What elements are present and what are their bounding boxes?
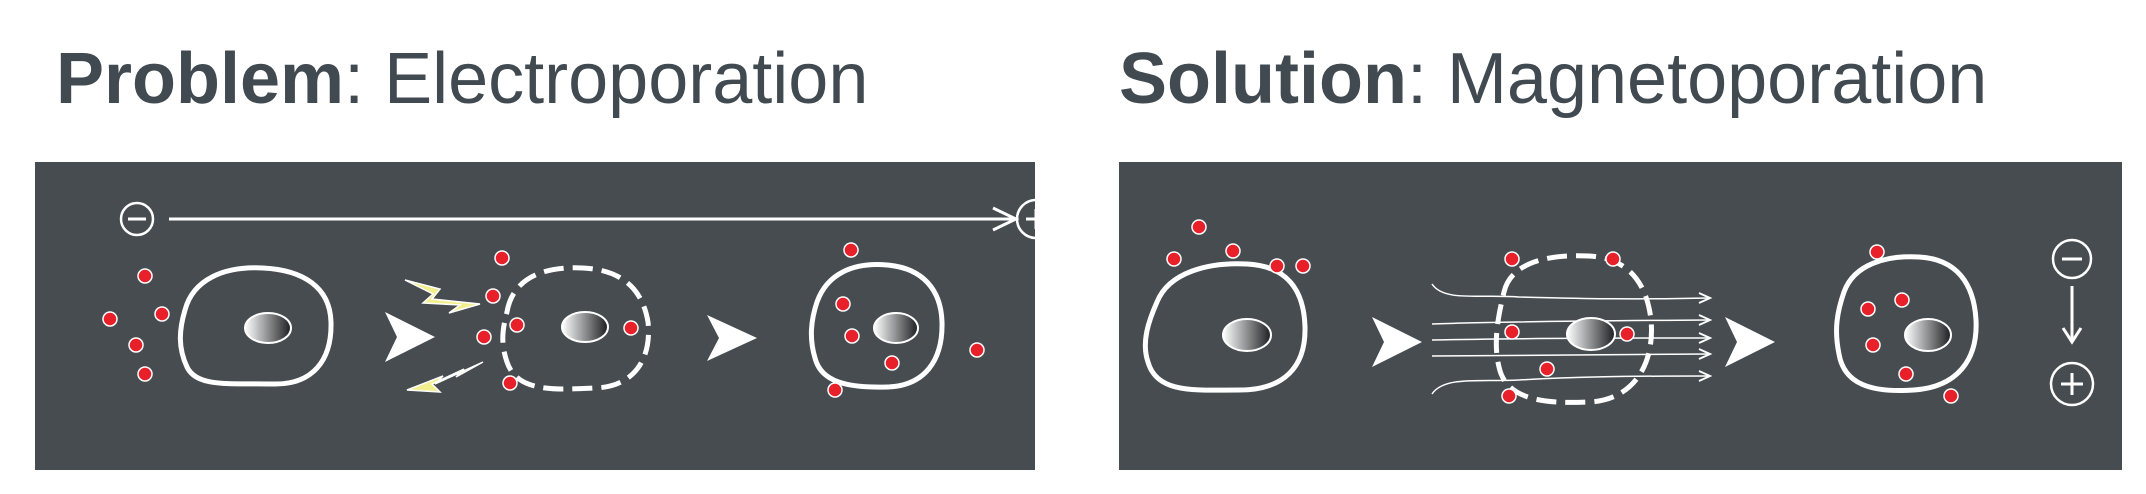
electroporation-svg [102, 198, 1035, 398]
nucleus [1904, 318, 1952, 352]
chevron-arrow-icon [1372, 317, 1422, 367]
nucleus [873, 312, 919, 344]
cell-after [1834, 254, 1979, 394]
molecule-dots-outside [1166, 219, 1311, 274]
nucleus [561, 311, 609, 343]
lightning-bolt-icon [404, 279, 484, 393]
molecule-dots-outside [102, 268, 170, 382]
chevron-arrow-icon [1725, 317, 1775, 367]
field-arrow-icon [2061, 286, 2083, 345]
nucleus [1222, 318, 1272, 352]
magnetic-field-lines-icon [1431, 283, 1713, 395]
chevron-arrow-icon [707, 315, 757, 361]
cell-porated [1493, 253, 1654, 405]
molecule-dots-delivered [827, 242, 985, 398]
minus-circle-icon [2051, 238, 2093, 280]
plus-circle-icon [2049, 361, 2095, 407]
nucleus [1566, 317, 1616, 351]
chevron-arrow-icon [385, 312, 435, 362]
plus-circle-icon [1015, 198, 1035, 240]
magnetoporation-diagram [1119, 162, 2122, 470]
cell-before [177, 265, 334, 387]
molecule-dots-delivered [1860, 244, 1959, 404]
problem-heading: Problem: Electroporation [56, 38, 868, 120]
magnetoporation-svg [1142, 219, 2095, 407]
solution-method: : Magnetoporation [1406, 39, 1988, 119]
field-arrow-icon [169, 206, 1020, 232]
problem-method: : Electroporation [344, 39, 869, 119]
cell-before [1142, 261, 1308, 393]
minus-circle-icon [119, 201, 155, 237]
molecule-dots-entering [1501, 251, 1635, 404]
cell-porated [500, 265, 652, 392]
nucleus [244, 312, 292, 344]
molecule-dots-entering [476, 250, 639, 391]
cell-after [808, 262, 945, 390]
electroporation-diagram [35, 162, 1035, 470]
problem-keyword: Problem [56, 39, 345, 119]
solution-heading: Solution: Magnetoporation [1119, 38, 1987, 120]
solution-keyword: Solution [1119, 39, 1407, 119]
